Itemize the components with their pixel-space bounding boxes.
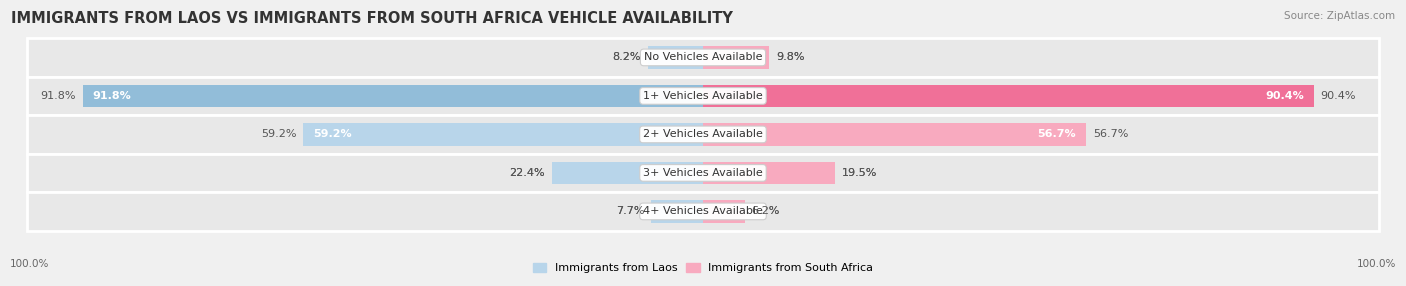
Text: 9.8%: 9.8% [776,52,804,62]
Text: Source: ZipAtlas.com: Source: ZipAtlas.com [1284,11,1395,21]
Bar [27,192,1379,231]
Bar [703,200,745,223]
Text: 90.4%: 90.4% [1265,91,1303,101]
Bar [703,85,1313,107]
Text: IMMIGRANTS FROM LAOS VS IMMIGRANTS FROM SOUTH AFRICA VEHICLE AVAILABILITY: IMMIGRANTS FROM LAOS VS IMMIGRANTS FROM … [11,11,733,26]
Text: 19.5%: 19.5% [842,168,877,178]
Bar [648,46,703,69]
Legend: Immigrants from Laos, Immigrants from South Africa: Immigrants from Laos, Immigrants from So… [529,258,877,278]
Text: 2+ Vehicles Available: 2+ Vehicles Available [643,130,763,139]
Text: 22.4%: 22.4% [509,168,546,178]
Text: 3+ Vehicles Available: 3+ Vehicles Available [643,168,763,178]
Bar [27,115,1379,154]
Bar [27,38,1379,77]
Text: 90.4%: 90.4% [1320,91,1357,101]
Bar [302,123,703,146]
Text: 59.2%: 59.2% [314,130,352,139]
Text: 22.4%: 22.4% [509,168,546,178]
Bar [703,162,835,184]
Text: 1+ Vehicles Available: 1+ Vehicles Available [643,91,763,101]
Text: 7.7%: 7.7% [616,206,644,217]
Bar [703,123,1085,146]
Bar [27,154,1379,192]
Bar [83,85,703,107]
Text: 59.2%: 59.2% [260,130,297,139]
Text: 4+ Vehicles Available: 4+ Vehicles Available [643,206,763,217]
Bar [27,77,1379,115]
Text: 91.8%: 91.8% [41,91,76,101]
Bar [551,162,703,184]
Bar [651,200,703,223]
Text: 56.7%: 56.7% [1038,130,1076,139]
Text: 100.0%: 100.0% [1357,259,1396,269]
Text: 6.2%: 6.2% [752,206,780,217]
Bar [703,46,769,69]
Text: 100.0%: 100.0% [10,259,49,269]
Text: No Vehicles Available: No Vehicles Available [644,52,762,62]
Text: 7.7%: 7.7% [616,206,644,217]
Text: 19.5%: 19.5% [842,168,877,178]
Text: 6.2%: 6.2% [752,206,780,217]
Text: 56.7%: 56.7% [1092,130,1128,139]
Text: 8.2%: 8.2% [613,52,641,62]
Text: 91.8%: 91.8% [93,91,132,101]
Text: 9.8%: 9.8% [776,52,804,62]
Text: 8.2%: 8.2% [613,52,641,62]
